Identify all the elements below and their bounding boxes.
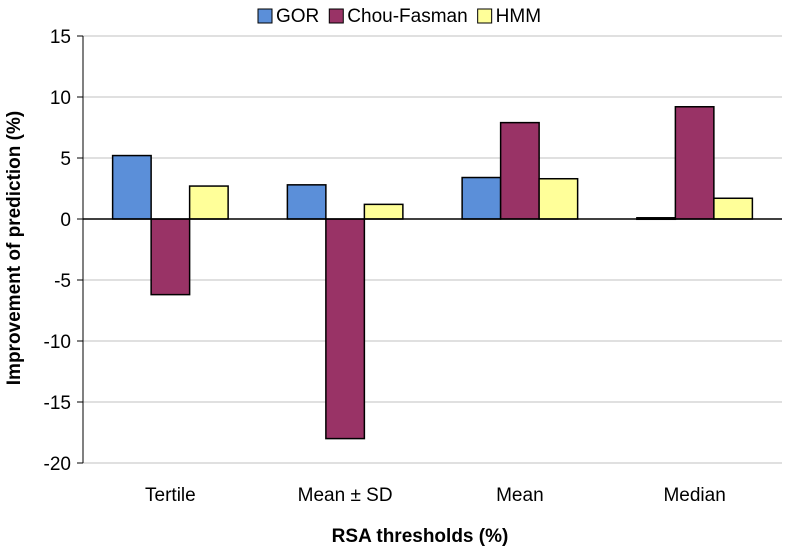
legend-label: Chou-Fasman (347, 6, 467, 27)
bar-hmm-4 (713, 197, 754, 220)
axes (77, 35, 782, 464)
x-tick-labels: Tertile Mean ± SD Mean Median (145, 485, 726, 506)
bars (111, 106, 754, 440)
y-tick-label: -10 (44, 332, 71, 353)
y-tick-label: 0 (60, 210, 71, 231)
y-tick-label: 10 (50, 88, 71, 109)
legend-swatch-chou-fasman (328, 8, 344, 24)
legend-label: HMM (496, 6, 541, 27)
bar-gor-3 (461, 176, 502, 220)
y-axis-title: Improvement of prediction (%) (4, 111, 25, 385)
x-tick-label: Tertile (145, 485, 196, 506)
y-tick-label: 5 (60, 149, 71, 170)
bar-hmm-1 (188, 185, 229, 220)
bar-hmm-2 (363, 203, 404, 220)
bar-chou-fasman-2 (325, 218, 366, 440)
bar-chou-fasman-3 (499, 121, 540, 220)
x-tick-label: Median (663, 485, 725, 506)
y-tick-label: -15 (44, 393, 71, 414)
legend-swatch-gor (257, 8, 273, 24)
y-tick-label: -20 (44, 454, 71, 475)
x-tick-label: Mean ± SD (298, 485, 393, 506)
x-tick-label: Mean (496, 485, 544, 506)
y-tick-label: -5 (54, 271, 71, 292)
bar-hmm-3 (538, 177, 579, 220)
legend: GOR Chou-Fasman HMM (257, 6, 541, 27)
x-axis-title: RSA thresholds (%) (332, 526, 509, 547)
y-tick-labels: 15 10 5 0 -5 -10 -15 -20 (44, 27, 71, 475)
bar-chou-fasman-1 (150, 218, 191, 296)
y-tick-label: 15 (50, 27, 71, 48)
legend-swatch-hmm (477, 8, 493, 24)
bar-gor-1 (111, 154, 152, 220)
bar-gor-2 (286, 184, 327, 220)
legend-label: GOR (276, 6, 319, 27)
bar-chou-fasman-4 (674, 106, 715, 220)
grid (83, 35, 782, 464)
